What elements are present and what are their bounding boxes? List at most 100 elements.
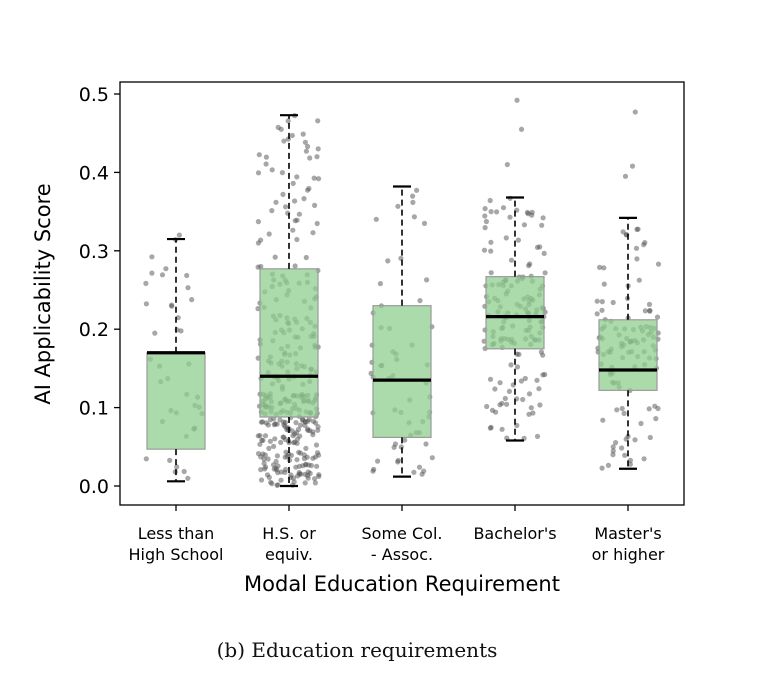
- data-point: [185, 285, 191, 291]
- data-point: [255, 219, 261, 225]
- data-point: [370, 468, 376, 474]
- x-tick-label: Less than: [138, 524, 215, 543]
- data-point: [272, 254, 278, 260]
- data-point: [294, 457, 300, 463]
- data-point: [507, 214, 513, 220]
- data-point: [487, 197, 493, 204]
- data-point: [292, 198, 298, 204]
- data-point: [619, 405, 625, 412]
- data-point: [303, 148, 309, 154]
- y-axis-label: AI Applicability Score: [31, 183, 55, 404]
- data-point: [636, 277, 642, 283]
- data-point: [260, 451, 266, 457]
- box-iqr: [485, 276, 545, 350]
- data-point: [502, 395, 508, 402]
- data-point: [301, 196, 307, 202]
- data-point: [279, 170, 285, 176]
- data-point: [272, 436, 278, 442]
- box-iqr: [146, 352, 206, 450]
- data-point: [312, 480, 318, 486]
- data-point: [398, 255, 404, 261]
- data-point: [315, 118, 321, 124]
- y-tick-label: 0.4: [79, 162, 109, 184]
- data-point: [303, 254, 309, 261]
- data-point: [273, 199, 279, 205]
- data-point: [653, 416, 659, 422]
- data-point: [537, 244, 543, 250]
- data-point: [610, 299, 616, 306]
- data-point: [302, 480, 308, 486]
- outlier-point: [622, 173, 629, 179]
- data-point: [625, 433, 631, 439]
- outlier-point: [281, 138, 287, 144]
- data-point: [599, 465, 605, 471]
- data-point: [271, 443, 277, 449]
- data-point: [267, 438, 273, 444]
- data-point: [508, 362, 514, 368]
- x-axis-label: Modal Education Requirement: [244, 572, 560, 596]
- data-point: [482, 206, 488, 212]
- data-point: [508, 257, 515, 263]
- data-point: [258, 477, 265, 483]
- data-point: [258, 467, 264, 473]
- data-point: [315, 146, 321, 152]
- data-point: [185, 475, 191, 481]
- data-point: [522, 375, 528, 382]
- box-plot-3: [485, 196, 545, 442]
- data-point: [594, 298, 600, 304]
- x-axis: Less than High School H.S. or equiv. Some Co…: [129, 505, 665, 564]
- data-point: [310, 418, 316, 424]
- data-point: [290, 227, 296, 233]
- data-point: [647, 434, 653, 441]
- data-point: [297, 422, 304, 428]
- data-point: [497, 402, 503, 408]
- data-point: [646, 406, 652, 412]
- data-point: [402, 437, 408, 443]
- data-point: [539, 222, 545, 228]
- data-point: [288, 452, 294, 458]
- data-point: [256, 152, 262, 158]
- data-point: [385, 258, 391, 264]
- box-plots: [146, 114, 658, 488]
- data-point: [260, 419, 266, 425]
- data-point: [534, 377, 540, 383]
- data-point: [293, 420, 299, 426]
- data-point: [421, 220, 428, 226]
- data-point: [375, 458, 381, 464]
- data-point: [526, 411, 532, 417]
- data-point: [285, 118, 291, 124]
- data-point: [414, 187, 420, 193]
- data-point: [281, 434, 287, 440]
- data-point: [189, 297, 195, 303]
- data-point: [620, 229, 626, 235]
- data-point: [487, 376, 494, 382]
- x-tick-label: or higher: [592, 545, 665, 564]
- data-point: [601, 265, 607, 271]
- data-point: [614, 407, 620, 413]
- data-point: [312, 476, 318, 482]
- data-point: [310, 432, 316, 438]
- data-point: [488, 248, 494, 254]
- data-point: [312, 202, 318, 208]
- data-point: [280, 191, 286, 197]
- data-point: [301, 456, 307, 462]
- data-point: [311, 175, 317, 181]
- data-point: [541, 250, 547, 256]
- data-point: [292, 263, 298, 269]
- y-tick-label: 0.0: [79, 476, 109, 498]
- outlier-point: [514, 97, 520, 103]
- data-point: [297, 433, 303, 439]
- data-point: [599, 299, 605, 305]
- data-point: [174, 464, 180, 470]
- data-point: [303, 445, 309, 451]
- box-plot-2: [372, 185, 432, 478]
- data-point: [497, 380, 503, 386]
- data-point: [266, 445, 272, 451]
- data-point: [300, 131, 306, 137]
- data-point: [149, 270, 155, 276]
- data-point: [488, 209, 494, 215]
- data-point: [255, 306, 261, 312]
- data-point: [263, 161, 269, 167]
- data-point: [310, 230, 316, 236]
- data-point: [482, 225, 488, 231]
